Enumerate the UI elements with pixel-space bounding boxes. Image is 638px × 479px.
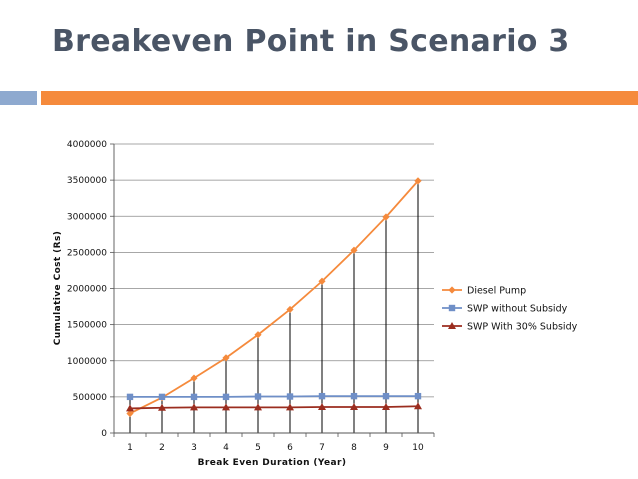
data-point (414, 392, 422, 400)
x-tick-label: 7 (319, 443, 325, 453)
data-point (222, 393, 230, 401)
series-swp-without-subsidy (126, 392, 422, 401)
series-line (130, 395, 418, 398)
series-line (129, 405, 419, 410)
x-tick-label: 3 (191, 443, 197, 453)
data-point (350, 392, 358, 400)
slide-title: Breakeven Point in Scenario 3 (52, 24, 570, 59)
data-point (318, 392, 326, 400)
x-tick-label: 9 (383, 443, 389, 453)
legend-marker (448, 304, 456, 312)
y-tick-label: 4000000 (67, 140, 107, 150)
x-tick-label: 1 (127, 443, 133, 453)
drop-lines (129, 180, 419, 433)
data-point (190, 393, 198, 401)
data-point (158, 403, 166, 411)
x-tick-label: 5 (255, 443, 261, 453)
legend-item-diesel-pump: Diesel Pump (442, 286, 526, 297)
x-axis-title: Break Even Duration (Year) (198, 458, 347, 468)
data-point (222, 403, 230, 411)
data-point (382, 392, 390, 400)
data-point (126, 404, 134, 412)
data-point (318, 402, 326, 410)
x-tick-label: 4 (223, 443, 229, 453)
data-point (222, 354, 230, 362)
series-swp-with-30-subsidy (126, 402, 422, 412)
data-point (254, 331, 262, 339)
data-point (350, 246, 358, 254)
data-point (126, 393, 134, 401)
data-point (286, 305, 294, 314)
data-point (414, 402, 422, 410)
x-tick-label: 2 (159, 443, 165, 453)
series-diesel-pump (126, 177, 422, 418)
legend-item-swp-with-30-subsidy: SWP With 30% Subsidy (442, 322, 578, 333)
legend: Diesel Pump SWP without Subsidy SWP With 3… (442, 286, 578, 333)
legend-label: Diesel Pump (467, 286, 526, 297)
y-axis-title: Cumulative Cost (Rs) (53, 231, 63, 346)
y-tick-label: 2000000 (67, 285, 107, 295)
y-tick-label: 500000 (73, 393, 108, 403)
legend-marker (448, 286, 456, 294)
data-point (414, 177, 422, 185)
data-point (190, 403, 198, 411)
y-tick-label: 1500000 (67, 321, 107, 331)
data-point (286, 393, 294, 400)
legend-marker (448, 322, 456, 329)
y-tick-label: 3000000 (67, 212, 107, 222)
x-tick-label: 10 (412, 443, 424, 453)
data-point (318, 277, 326, 285)
series-line (129, 180, 419, 415)
data-point (254, 393, 262, 400)
accent-bar-left (0, 91, 37, 105)
x-tick-label: 6 (287, 443, 293, 453)
data-point (126, 409, 134, 418)
data-point (286, 403, 294, 411)
data-point (158, 393, 166, 401)
y-tick-label: 1000000 (67, 357, 107, 367)
legend-label: SWP With 30% Subsidy (467, 322, 578, 333)
data-point (350, 402, 358, 410)
legend-item-swp-without-subsidy: SWP without Subsidy (442, 304, 568, 315)
data-point (382, 213, 390, 221)
y-tick-label: 0 (101, 429, 107, 439)
x-tick-label: 8 (351, 443, 357, 453)
data-point (190, 374, 198, 382)
data-point (254, 403, 262, 411)
series-layer (126, 177, 422, 418)
grid-layer (114, 143, 434, 398)
accent-bar-main (41, 91, 638, 105)
axes: 0 500000 1000000 1500000 2000000 2500000 30000… (67, 140, 435, 453)
data-point (382, 402, 390, 410)
legend-label: SWP without Subsidy (467, 304, 568, 315)
y-tick-label: 2500000 (67, 248, 107, 258)
y-tick-label: 3500000 (67, 176, 107, 186)
